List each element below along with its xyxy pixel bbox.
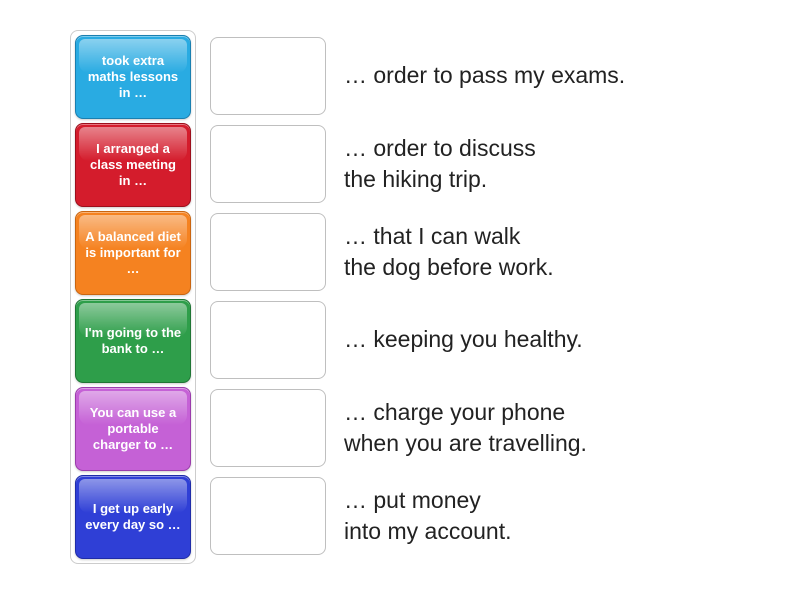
sentence-fragment: … keeping you healthy.	[344, 324, 583, 355]
tile-balanced-diet[interactable]: A balanced diet is important for …	[75, 211, 191, 295]
dropzone[interactable]	[210, 37, 326, 115]
tile-bank[interactable]: I'm going to the bank to …	[75, 299, 191, 383]
tile-portable-charger[interactable]: You can use a portable charger to …	[75, 387, 191, 471]
match-row: … charge your phonewhen you are travelli…	[210, 386, 625, 470]
dropzone[interactable]	[210, 389, 326, 467]
match-row: … that I can walkthe dog before work.	[210, 210, 625, 294]
dropzone[interactable]	[210, 301, 326, 379]
match-row: … order to pass my exams.	[210, 34, 625, 118]
tile-class-meeting[interactable]: I arranged a class meeting in …	[75, 123, 191, 207]
match-row: … keeping you healthy.	[210, 298, 625, 382]
tile-maths-lessons[interactable]: took extra maths lessons in …	[75, 35, 191, 119]
match-row: … put moneyinto my account.	[210, 474, 625, 558]
dropzone[interactable]	[210, 213, 326, 291]
sentence-fragment: … put moneyinto my account.	[344, 485, 511, 547]
tile-label: I arranged a class meeting in …	[84, 141, 182, 190]
tile-label: You can use a portable charger to …	[84, 405, 182, 454]
sentence-fragment: … order to discussthe hiking trip.	[344, 133, 536, 195]
dropzone[interactable]	[210, 125, 326, 203]
tile-label: took extra maths lessons in …	[84, 53, 182, 102]
tile-get-up-early[interactable]: I get up early every day so …	[75, 475, 191, 559]
match-activity: took extra maths lessons in … I arranged…	[0, 0, 800, 594]
draggable-tiles-column: took extra maths lessons in … I arranged…	[70, 30, 196, 564]
tile-label: I get up early every day so …	[84, 501, 182, 534]
sentence-fragment: … that I can walkthe dog before work.	[344, 221, 554, 283]
sentence-fragment: … order to pass my exams.	[344, 60, 625, 91]
match-row: … order to discussthe hiking trip.	[210, 122, 625, 206]
tile-label: A balanced diet is important for …	[84, 229, 182, 278]
dropzone[interactable]	[210, 477, 326, 555]
sentence-column: … order to pass my exams. … order to dis…	[210, 30, 625, 564]
tile-label: I'm going to the bank to …	[84, 325, 182, 358]
sentence-fragment: … charge your phonewhen you are travelli…	[344, 397, 587, 459]
